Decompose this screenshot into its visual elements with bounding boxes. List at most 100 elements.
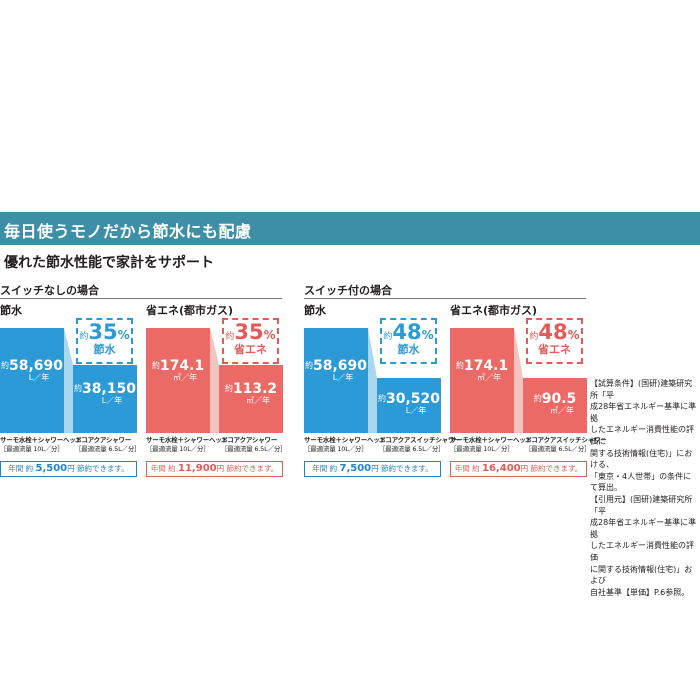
group-title-with-switch: スイッチ付の場合 <box>304 284 392 297</box>
value-label: 174.1 <box>463 358 509 374</box>
percent-sign: % <box>421 328 434 342</box>
bar-after-value: 約90.5 ㎥／年 <box>523 390 587 415</box>
group-title-no-switch: スイッチなしの場合 <box>0 284 99 297</box>
annual-saving-box: 年間 約 16,400円 節約できます。 <box>450 461 587 477</box>
saving-suffix: 節約できます。 <box>226 464 279 473</box>
reduction-badge: 約48% 省エネ <box>526 318 583 364</box>
approx-label: 約 <box>151 361 160 370</box>
saving-approx: 約 <box>329 464 338 473</box>
category-label: エコアクアスイッチシャワー <box>379 436 461 444</box>
chart-title: 省エネ(都市ガス) <box>146 304 234 317</box>
flow-rate-label: ［最適流量 6.5L／分］ <box>221 445 287 453</box>
section-banner: 毎日使うモノだから節水にも配慮 <box>0 212 700 245</box>
bar-after: 約90.5 ㎥／年 <box>523 378 587 433</box>
approx-label: 約 <box>224 384 233 393</box>
unit-label: ㎥／年 <box>550 405 574 415</box>
bar-before-value: 約174.1 ㎥／年 <box>146 357 210 382</box>
bar-before: 約58,690 L／年 <box>0 328 64 433</box>
flow-rate-label: ［最適流量 6.5L／分］ <box>75 445 141 453</box>
bar-before: 約174.1 ㎥／年 <box>450 328 514 433</box>
note-line: したエネルギー消費性能の評価に <box>590 425 694 446</box>
value-label: 174.1 <box>159 358 205 374</box>
unit-label: ㎥／年 <box>477 372 501 382</box>
reduction-connector-shape <box>64 328 73 433</box>
note-line: 「東京・4人世帯」の条件にて算出。 <box>590 471 692 493</box>
note-line: 【試算条件】(国研)建築研究所「平 <box>590 379 693 400</box>
bar-after: 約30,520 L／年 <box>377 378 441 433</box>
reduction-connector-shape <box>210 328 219 433</box>
note-line: 【引用元】(国研)建築研究所「平 <box>590 494 693 516</box>
bar-before: 約174.1 ㎥／年 <box>146 328 210 433</box>
category-label: サーモ水栓＋シャワーヘッド <box>0 436 82 444</box>
percent-sign: % <box>567 328 580 342</box>
bar-after: 約38,150 L／年 <box>73 365 137 433</box>
section-subtitle: 優れた節水性能で家計をサポート <box>4 255 214 271</box>
saving-amount: 7,500 <box>339 463 372 474</box>
flow-rate-label: ［最適流量 10L／分］ <box>0 445 64 453</box>
saving-prefix: 年間 <box>312 464 328 473</box>
chart-title: 節水 <box>0 304 22 317</box>
reduction-percent: 48 <box>392 320 422 344</box>
reduction-connector <box>368 328 377 433</box>
saving-suffix: 節約できます。 <box>77 464 129 473</box>
approx-label: 約 <box>0 361 9 370</box>
note-line: 成28年省エネルギー基準に準拠 <box>590 518 697 539</box>
saving-unit: 円 <box>520 464 529 473</box>
saving-unit: 円 <box>216 464 225 473</box>
percent-sign: % <box>117 328 130 342</box>
saving-suffix: 節約できます。 <box>530 464 583 473</box>
reduction-label: 省エネ <box>234 343 267 356</box>
reduction-connector-shape <box>368 328 377 433</box>
bar-after-value: 約113.2 ㎥／年 <box>219 380 283 405</box>
reduction-badge: 約35% 節水 <box>76 318 133 364</box>
reduction-percent: 35 <box>88 320 118 344</box>
saving-unit: 円 <box>371 464 379 473</box>
saving-prefix: 年間 <box>454 464 470 473</box>
category-label: サーモ水栓＋シャワーヘッド <box>304 436 386 444</box>
bar-before-caption: サーモ水栓＋シャワーヘッド ［最適流量 10L／分］ <box>304 436 386 454</box>
unit-label: L／年 <box>332 372 354 382</box>
value-label: 58,690 <box>8 358 64 374</box>
saving-unit: 円 <box>67 464 75 473</box>
category-label: サーモ水栓＋シャワーヘッド <box>450 436 532 444</box>
saving-suffix: 節約できます。 <box>381 464 433 473</box>
bar-after-caption: エコアクアスイッチシャワー ［最適流量 6.5L／分］ <box>525 436 607 454</box>
flow-rate-label: ［最適流量 10L／分］ <box>304 445 368 453</box>
bar-after-caption: エコアクアシャワー ［最適流量 6.5L／分］ <box>75 436 141 454</box>
reduction-label: 節水 <box>397 343 420 356</box>
bar-after: 約113.2 ㎥／年 <box>219 365 283 433</box>
saving-amount: 16,400 <box>482 463 521 474</box>
reduction-percent: 35 <box>234 320 264 344</box>
reduction-connector <box>64 328 73 433</box>
unit-label: ㎥／年 <box>173 372 197 382</box>
annual-saving-box: 年間 約 5,500円 節約できます。 <box>0 461 137 477</box>
chart-panel: 約174.1 ㎥／年 約113.2 ㎥／年 約35% 省エネ サーモ水栓＋シャワーヘッド ［最… <box>146 318 287 478</box>
reduction-label: 省エネ <box>538 343 571 356</box>
chart-panel: 約58,690 L／年 約38,150 L／年 約35% 節水 サーモ水栓＋シャワーヘッド ［… <box>0 318 141 478</box>
saving-approx: 約 <box>25 464 34 473</box>
bar-before-value: 約58,690 L／年 <box>0 357 64 382</box>
category-label: エコアクアスイッチシャワー <box>525 436 607 444</box>
bar-before-value: 約58,690 L／年 <box>304 357 368 382</box>
saving-approx: 約 <box>472 464 480 473</box>
value-label: 30,520 <box>385 391 441 407</box>
bar-after-value: 約38,150 L／年 <box>73 380 137 405</box>
approx-label: 約 <box>304 361 313 370</box>
saving-prefix: 年間 <box>150 464 166 473</box>
category-label: サーモ水栓＋シャワーヘッド <box>146 436 228 444</box>
saving-approx: 約 <box>168 464 176 473</box>
approx-label: 約 <box>455 361 464 370</box>
badge-approx: 約 <box>79 332 89 342</box>
chart-panel: 約58,690 L／年 約30,520 L／年 約48% 節水 サーモ水栓＋シャワーヘッド ［… <box>304 318 461 478</box>
group-divider-with-switch <box>304 298 586 299</box>
unit-label: L／年 <box>28 372 50 382</box>
value-label: 58,690 <box>312 358 368 374</box>
badge-approx: 約 <box>529 332 539 342</box>
calculation-note: 【試算条件】(国研)建築研究所「平 成28年省エネルギー基準に準拠 したエネルギ… <box>590 378 698 598</box>
reduction-connector <box>514 328 523 433</box>
bar-before-caption: サーモ水栓＋シャワーヘッド ［最適流量 10L／分］ <box>0 436 82 454</box>
bar-after-value: 約30,520 L／年 <box>377 390 441 415</box>
category-label: エコアクアシャワー <box>221 436 278 444</box>
approx-label: 約 <box>533 394 542 403</box>
value-label: 113.2 <box>232 381 278 397</box>
